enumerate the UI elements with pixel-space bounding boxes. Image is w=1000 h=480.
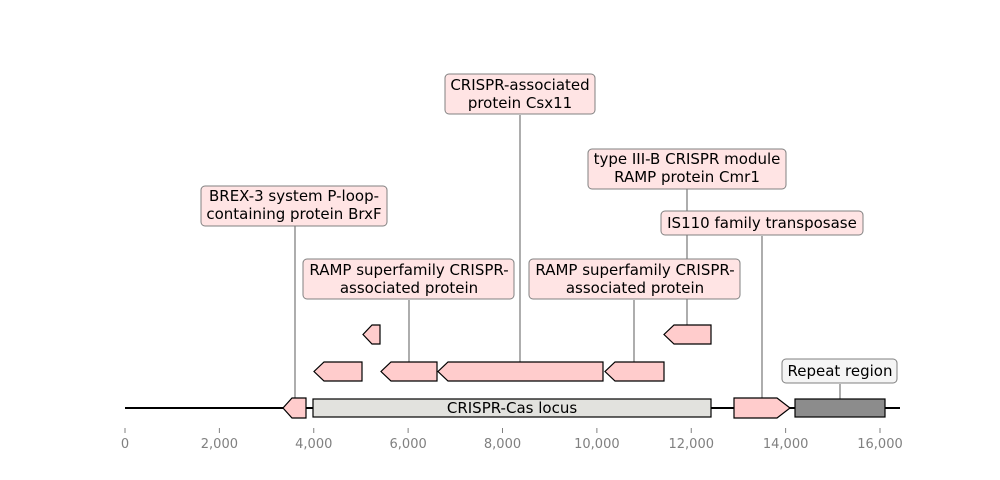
- repeat-region-block: [794, 398, 886, 418]
- axis-tick-label: 12,000: [669, 437, 715, 452]
- label-ramp1: RAMP superfamily CRISPR- associated prot…: [302, 258, 515, 300]
- label-is110: IS110 family transposase: [660, 210, 864, 236]
- label-csx11-line1: CRISPR-associated: [450, 76, 589, 94]
- locus-label: CRISPR-Cas locus: [447, 399, 577, 417]
- axis-tick-label: 4,000: [295, 437, 332, 452]
- label-cmr1-line2: RAMP protein Cmr1: [614, 168, 760, 186]
- label-ramp1-line2: associated protein: [340, 279, 478, 297]
- unlabeled-orf-arrow: [313, 361, 363, 382]
- small-orf-arrow: [362, 324, 381, 345]
- label-ramp2-line2: associated protein: [566, 279, 704, 297]
- label-repeat-line1: Repeat region: [787, 362, 892, 380]
- position-axis: 0 2,000 4,000 6,000 8,000 10,000 12,000 14,000 1…: [121, 428, 903, 452]
- label-repeat: Repeat region: [781, 358, 898, 384]
- axis-tick-label: 10,000: [574, 437, 620, 452]
- label-ramp2-line1: RAMP superfamily CRISPR-: [535, 261, 734, 279]
- axis-tick-label: 16,000: [857, 437, 903, 452]
- csx11-gene-arrow: [437, 361, 604, 382]
- crispr-cas-locus-region: [312, 398, 712, 418]
- is110-gene-arrow: [733, 397, 791, 419]
- brex-gene-arrow: [282, 397, 307, 419]
- label-csx11-line2: protein Csx11: [468, 94, 572, 112]
- axis-tick-label: 8,000: [484, 437, 521, 452]
- label-ramp1-line1: RAMP superfamily CRISPR-: [309, 261, 508, 279]
- label-csx11: CRISPR-associated protein Csx11: [444, 73, 596, 115]
- label-ramp2: RAMP superfamily CRISPR- associated prot…: [528, 258, 741, 300]
- label-is110-line1: IS110 family transposase: [667, 214, 857, 232]
- axis-tick-label: 6,000: [390, 437, 427, 452]
- ramp1-gene-arrow: [380, 361, 438, 382]
- cmr1-gene-arrow: [663, 324, 712, 345]
- axis-tick-label: 0: [121, 437, 129, 452]
- label-brex-line1: BREX-3 system P-loop-: [209, 187, 379, 205]
- label-brex: BREX-3 system P-loop- containing protein…: [200, 185, 388, 227]
- label-cmr1: type III-B CRISPR module RAMP protein Cm…: [587, 148, 787, 190]
- label-brex-line2: containing protein BrxF: [206, 205, 381, 223]
- axis-tick-label: 2,000: [201, 437, 238, 452]
- label-cmr1-line1: type III-B CRISPR module: [594, 150, 781, 168]
- axis-tick-label: 14,000: [763, 437, 809, 452]
- ramp2-gene-arrow: [604, 361, 665, 382]
